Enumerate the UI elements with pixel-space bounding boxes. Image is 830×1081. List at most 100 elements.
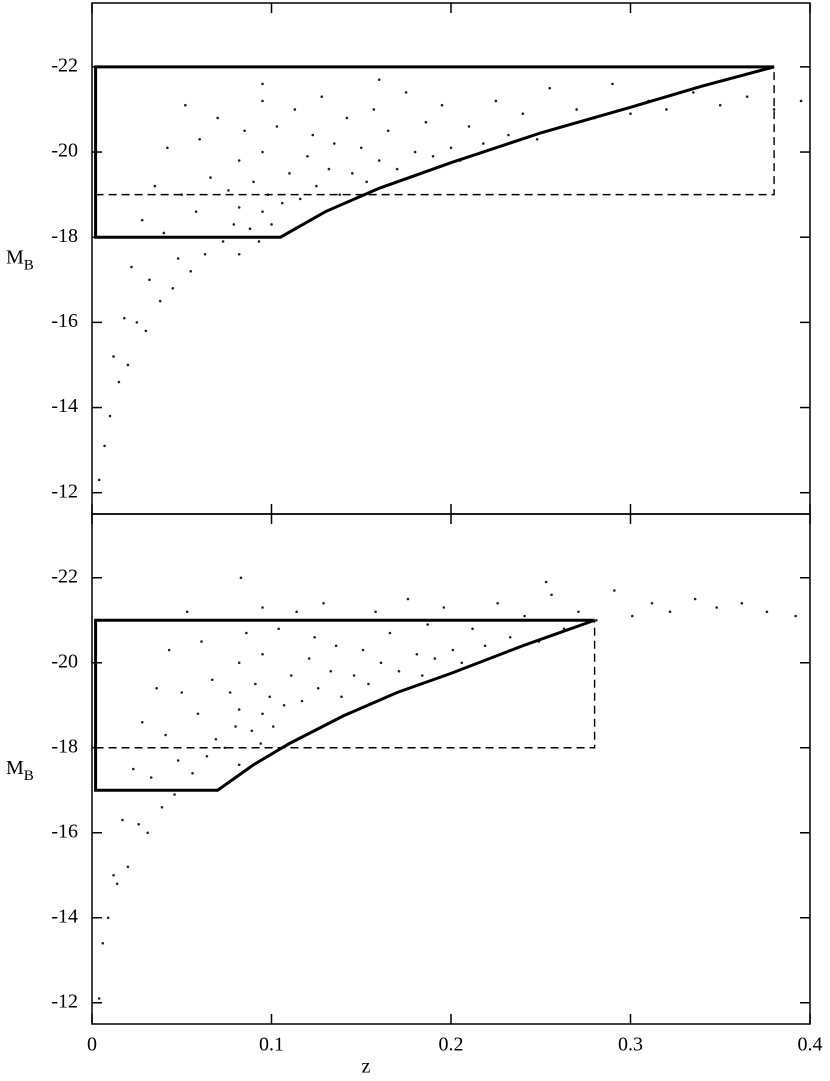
- point: [194, 210, 198, 213]
- y-axis-label-main: M: [6, 246, 24, 268]
- point: [166, 146, 169, 150]
- point: [280, 201, 284, 205]
- point: [171, 287, 175, 290]
- point: [259, 742, 263, 745]
- point: [338, 193, 342, 196]
- point: [173, 793, 176, 796]
- point: [745, 95, 749, 98]
- point: [575, 108, 578, 111]
- point: [167, 648, 171, 652]
- point: [189, 269, 193, 273]
- point: [185, 610, 189, 614]
- point: [718, 103, 722, 107]
- point: [298, 197, 302, 201]
- point: [426, 623, 429, 626]
- point: [140, 720, 144, 724]
- point: [386, 129, 390, 133]
- point: [248, 227, 252, 230]
- point: [140, 218, 144, 222]
- y-tick-label: -20: [51, 140, 78, 162]
- point: [261, 652, 264, 656]
- point: [329, 669, 333, 673]
- x-tick-label: 0.4: [798, 1034, 823, 1056]
- point: [577, 610, 580, 614]
- x-tick-label: 0.3: [618, 1034, 643, 1056]
- x-tick-label: 0.2: [439, 1034, 464, 1056]
- point: [693, 597, 697, 601]
- y-tick-label: -16: [51, 310, 78, 332]
- point: [668, 610, 672, 614]
- point: [442, 606, 446, 609]
- point: [245, 631, 248, 635]
- point: [106, 916, 110, 920]
- point: [155, 686, 158, 690]
- point: [131, 767, 135, 771]
- point: [101, 941, 105, 945]
- point: [496, 601, 499, 605]
- point: [300, 699, 304, 703]
- point: [237, 708, 241, 711]
- point: [115, 882, 119, 886]
- point: [210, 678, 214, 682]
- limit-line: [95, 66, 775, 196]
- point: [507, 133, 510, 137]
- point: [650, 601, 654, 605]
- point: [306, 155, 309, 158]
- point: [144, 329, 148, 333]
- point: [261, 99, 264, 103]
- point: [270, 223, 273, 226]
- point: [237, 206, 241, 209]
- point: [198, 137, 201, 141]
- point: [293, 108, 297, 111]
- point: [149, 776, 153, 779]
- point: [521, 112, 525, 116]
- point: [449, 146, 453, 150]
- point: [692, 91, 695, 94]
- y-tick-label: -12: [51, 480, 78, 502]
- point: [320, 95, 324, 98]
- point: [288, 172, 291, 175]
- point: [548, 86, 552, 90]
- point: [261, 150, 264, 154]
- point: [395, 167, 399, 171]
- point: [237, 763, 241, 767]
- point: [121, 818, 124, 822]
- point: [257, 240, 261, 243]
- point: [205, 754, 209, 758]
- point: [765, 610, 769, 614]
- y-axis-label: MB: [6, 757, 34, 785]
- point: [451, 648, 455, 652]
- point: [413, 150, 417, 154]
- point: [135, 321, 139, 324]
- point: [252, 180, 255, 184]
- point: [350, 172, 354, 175]
- point: [377, 78, 381, 81]
- point: [715, 606, 718, 609]
- point: [629, 112, 632, 116]
- point: [322, 601, 325, 605]
- point: [196, 712, 200, 716]
- point: [112, 355, 115, 358]
- point: [277, 627, 280, 631]
- point: [268, 695, 272, 699]
- limit-line: [94, 618, 596, 792]
- point: [237, 661, 241, 665]
- point: [137, 822, 140, 826]
- y-axis-label-sub: B: [24, 768, 34, 784]
- point: [313, 635, 316, 639]
- point: [239, 576, 243, 580]
- point: [103, 444, 106, 448]
- point: [221, 240, 225, 243]
- point: [200, 640, 203, 643]
- point: [223, 746, 227, 750]
- point: [315, 184, 318, 188]
- point: [424, 120, 428, 124]
- point: [379, 661, 383, 665]
- point: [420, 674, 424, 677]
- point: [544, 580, 548, 584]
- limit-line: [94, 65, 775, 239]
- point: [108, 414, 112, 418]
- point: [415, 652, 419, 656]
- point: [316, 686, 320, 690]
